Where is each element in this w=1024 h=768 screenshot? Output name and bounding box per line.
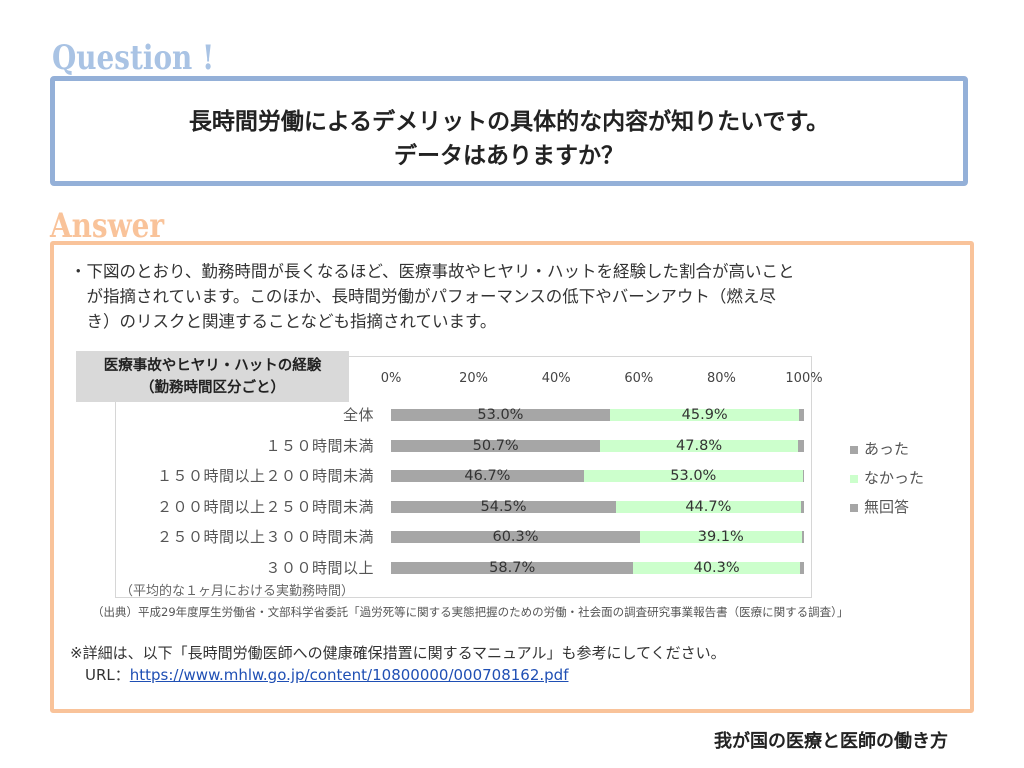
- intro-line: ・下図のとおり、勤務時間が長くなるほど、医療事故やヒヤリ・ハットを経験した割合が…: [70, 262, 795, 281]
- legend-label: なかった: [864, 469, 925, 487]
- x-tick-label: 80%: [706, 371, 736, 386]
- data-label: 53.0%: [477, 407, 524, 423]
- bar-segment: [801, 531, 804, 544]
- source-citation: （出典）平成29年度厚生労働省・文部科学省委託「過労死等に関する実態把握のための…: [92, 605, 849, 619]
- category-label: ２００時間以上２５０時間未満: [156, 497, 374, 516]
- data-label: 44.7%: [685, 498, 732, 515]
- legend-item: 無回答: [850, 496, 909, 517]
- data-label: 53.0%: [670, 468, 717, 485]
- bar-segment: [616, 500, 801, 513]
- manual-url-link[interactable]: https://www.mhlw.go.jp/content/10800000/…: [129, 666, 569, 684]
- legend-swatch: [850, 503, 858, 512]
- bar-segment: [391, 470, 584, 483]
- legend-swatch: [850, 445, 858, 454]
- question-box: 長時間労働によるデメリットの具体的な内容が知りたいです。 データはありますか？: [50, 76, 968, 186]
- category-label: １５０時間未満: [265, 436, 374, 455]
- category-label: ２５０時間以上３００時間未満: [156, 528, 374, 547]
- bar-segment: [583, 470, 803, 483]
- legend-label: あった: [864, 440, 910, 458]
- category-label: ３００時間以上: [265, 559, 374, 577]
- bar-segment: [799, 409, 804, 421]
- x-tick-label: 20%: [459, 371, 489, 386]
- data-label: 45.9%: [681, 407, 728, 423]
- bar-segment: [799, 562, 804, 574]
- bar-segment: [633, 562, 800, 574]
- question-line-2: データはありますか？: [394, 143, 624, 169]
- x-tick-label: 0%: [380, 371, 402, 386]
- x-tick-label: 100%: [785, 371, 823, 386]
- url-row: URL：https://www.mhlw.go.jp/content/10800…: [85, 664, 569, 685]
- legend-item: あった: [850, 438, 909, 459]
- data-label: 46.7%: [464, 468, 511, 485]
- chart-title-line: 医療事故やヒヤリ・ハットの経験: [103, 358, 322, 374]
- data-label: 39.1%: [697, 529, 744, 546]
- question-heading: Question !: [52, 38, 215, 78]
- x-axis-label: （平均的な１ヶ月における実勤務時間）: [120, 584, 355, 599]
- data-label: 60.3%: [492, 529, 539, 546]
- intro-line: が指摘されています。このほか、長時間労働がパフォーマンスの低下やバーンアウト（燃…: [70, 287, 776, 306]
- bar-segment: [391, 439, 601, 452]
- bar-segment: [391, 531, 641, 544]
- legend-label: 無回答: [864, 498, 910, 516]
- bar-segment: [802, 470, 804, 483]
- category-label: 全体: [342, 406, 374, 424]
- bar-segment: [800, 500, 804, 513]
- chart-title: 医療事故やヒヤリ・ハットの経験 （勤務時間区分ごと）: [76, 351, 349, 402]
- legend-item: なかった: [850, 467, 924, 488]
- question-line-1: 長時間労働によるデメリットの具体的な内容が知りたいです。: [188, 109, 830, 135]
- data-label: 54.5%: [480, 498, 527, 515]
- footer-title: 我が国の医療と医師の働き方: [714, 731, 948, 752]
- legend-swatch: [850, 474, 858, 483]
- chart-title-line: （勤務時間区分ごと）: [140, 380, 285, 396]
- answer-intro: ・下図のとおり、勤務時間が長くなるほど、医療事故やヒヤリ・ハットを経験した割合が…: [70, 259, 950, 334]
- bar-segment: [391, 562, 634, 574]
- data-label: 40.3%: [693, 560, 740, 576]
- bar-segment: [609, 409, 800, 421]
- data-label: 47.8%: [676, 437, 723, 454]
- bar-segment: [600, 439, 798, 452]
- bar-segment: [640, 531, 802, 544]
- answer-heading: Answer: [50, 206, 165, 246]
- x-tick-label: 60%: [624, 371, 654, 386]
- category-label: １５０時間以上２００時間未満: [156, 467, 374, 486]
- bar-segment: [391, 500, 617, 513]
- bar-segment: [391, 409, 610, 421]
- bar-segment: [797, 439, 804, 452]
- url-label: URL：: [85, 666, 130, 684]
- intro-line: き）のリスクと関連することなども指摘されています。: [70, 312, 497, 331]
- data-label: 58.7%: [489, 560, 536, 576]
- data-label: 50.7%: [472, 437, 519, 454]
- detail-note: ※詳細は、以下「長時間労働医師への健康確保措置に関するマニュアル」も参考にしてく…: [70, 644, 726, 662]
- x-tick-label: 40%: [541, 371, 571, 386]
